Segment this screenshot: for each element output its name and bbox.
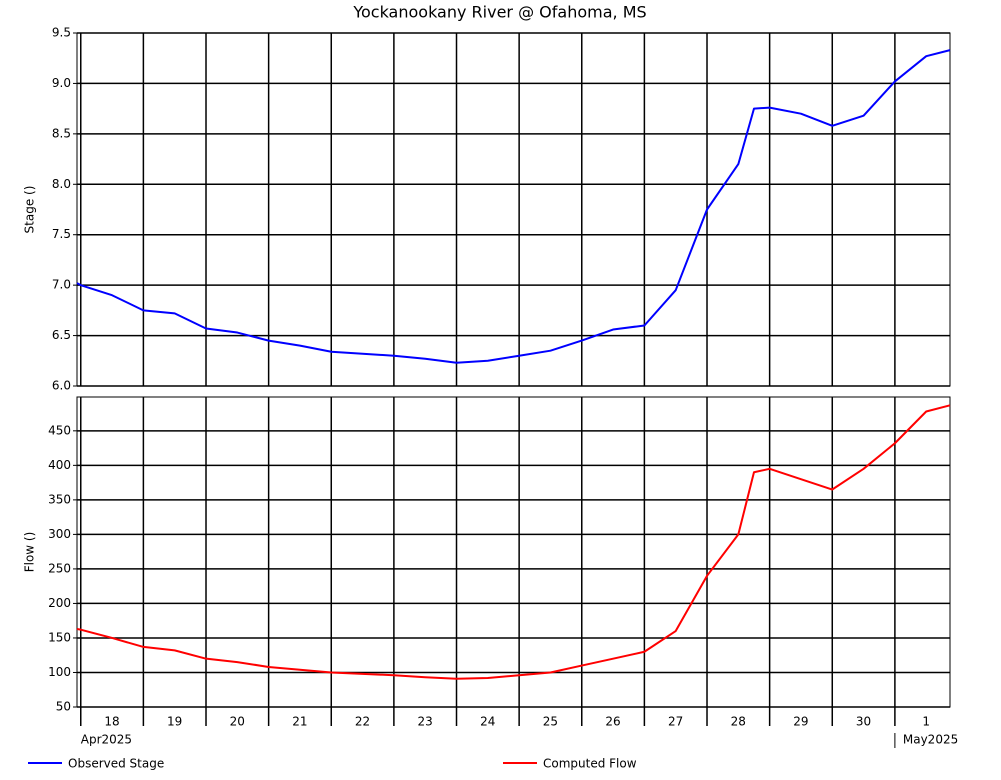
y-tick-label: 6.0 (52, 379, 71, 393)
x-tick-label: 18 (104, 715, 119, 729)
x-tick-label: 1 (922, 715, 930, 729)
x-tick-label: 19 (167, 715, 182, 729)
data-line (76, 404, 951, 680)
y-axis-label: Flow () (23, 532, 37, 573)
y-tick-label: 9.5 (52, 26, 71, 40)
x-tick-label: 28 (731, 715, 746, 729)
y-tick-label: 350 (48, 492, 71, 506)
y-tick-label: 8.0 (52, 177, 71, 191)
x-tick-label: 27 (668, 715, 683, 729)
x-tick-label: 20 (230, 715, 245, 729)
y-tick-label: 200 (48, 596, 71, 610)
y-tick-label: 150 (48, 630, 71, 644)
y-tick-label: 7.5 (52, 227, 71, 241)
chart-title: Yockanookany River @ Ofahoma, MS (352, 3, 646, 22)
x-tick-label: 21 (292, 715, 307, 729)
x-tick-label: 30 (856, 715, 871, 729)
legend-label: Computed Flow (543, 757, 637, 771)
y-tick-label: 8.5 (52, 126, 71, 140)
y-axis-label: Stage () (23, 186, 37, 234)
y-tick-label: 300 (48, 527, 71, 541)
y-tick-label: 400 (48, 458, 71, 472)
y-tick-label: 6.5 (52, 328, 71, 342)
month-label: May2025 (903, 733, 958, 747)
x-tick-label: 26 (605, 715, 620, 729)
x-tick-label: 29 (793, 715, 808, 729)
data-line (76, 49, 951, 364)
x-tick-label: 25 (543, 715, 558, 729)
plot-frame (76, 32, 951, 387)
y-tick-label: 7.0 (52, 278, 71, 292)
y-tick-label: 450 (48, 423, 71, 437)
x-tick-label: 23 (418, 715, 433, 729)
y-tick-label: 9.0 (52, 76, 71, 90)
y-tick-label: 50 (56, 700, 71, 714)
y-tick-label: 250 (48, 561, 71, 575)
legend-label: Observed Stage (68, 757, 164, 771)
y-tick-label: 100 (48, 665, 71, 679)
x-tick-label: 22 (355, 715, 370, 729)
x-tick-label: 24 (480, 715, 495, 729)
plot-frame (76, 396, 951, 708)
month-label: Apr2025 (81, 733, 132, 747)
